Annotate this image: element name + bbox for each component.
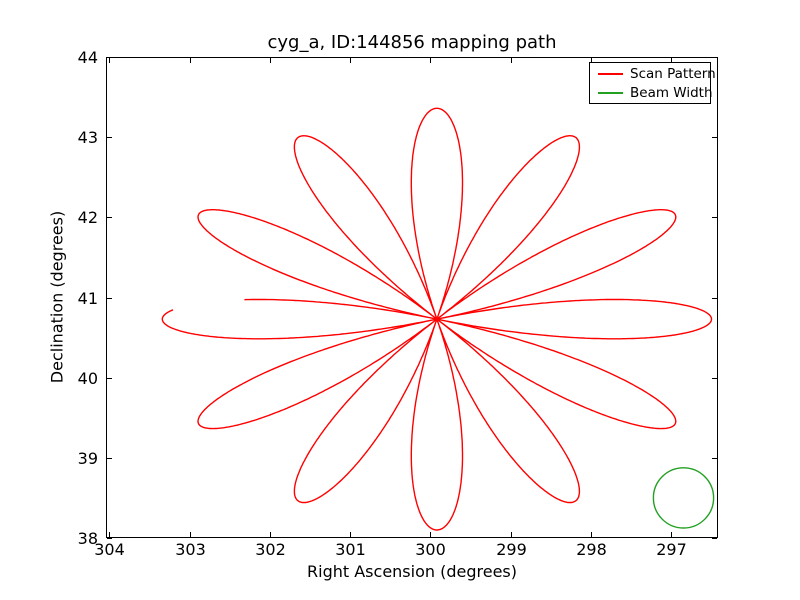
axes-frame xyxy=(106,57,718,538)
x-tick-label: 303 xyxy=(175,540,206,559)
legend-entry-scan-pattern: Scan Pattern xyxy=(598,66,716,82)
y-tick-label: 39 xyxy=(78,449,98,468)
beam-width-line-swatch xyxy=(598,91,623,94)
beam-width-circle xyxy=(652,467,715,529)
plot-title: cyg_a, ID:144856 mapping path xyxy=(267,32,557,53)
legend-entry-beam-width: Beam Width xyxy=(598,84,713,101)
legend: Scan Pattern Beam Width xyxy=(589,62,716,104)
x-tick-label: 304 xyxy=(94,540,125,559)
y-tick-label: 44 xyxy=(78,48,98,67)
y-tick-label: 38 xyxy=(78,529,98,548)
x-tick-label: 302 xyxy=(255,540,286,559)
x-axis-label: Right Ascension (degrees) xyxy=(307,562,517,581)
x-tick-label: 298 xyxy=(576,540,607,559)
x-tick-label: 299 xyxy=(496,540,527,559)
y-tick-label: 43 xyxy=(78,128,98,147)
y-tick-label: 42 xyxy=(78,208,98,227)
y-tick-label: 40 xyxy=(78,369,98,388)
x-tick-label: 297 xyxy=(656,540,687,559)
y-tick-label: 41 xyxy=(78,289,98,308)
legend-label-scan-pattern: Scan Pattern xyxy=(630,65,716,82)
legend-label-beam-width: Beam Width xyxy=(630,84,713,101)
x-tick-label: 301 xyxy=(335,540,366,559)
scan-pattern-line-swatch xyxy=(598,72,623,75)
x-tick-label: 300 xyxy=(415,540,446,559)
scan-pattern-path xyxy=(161,107,713,531)
